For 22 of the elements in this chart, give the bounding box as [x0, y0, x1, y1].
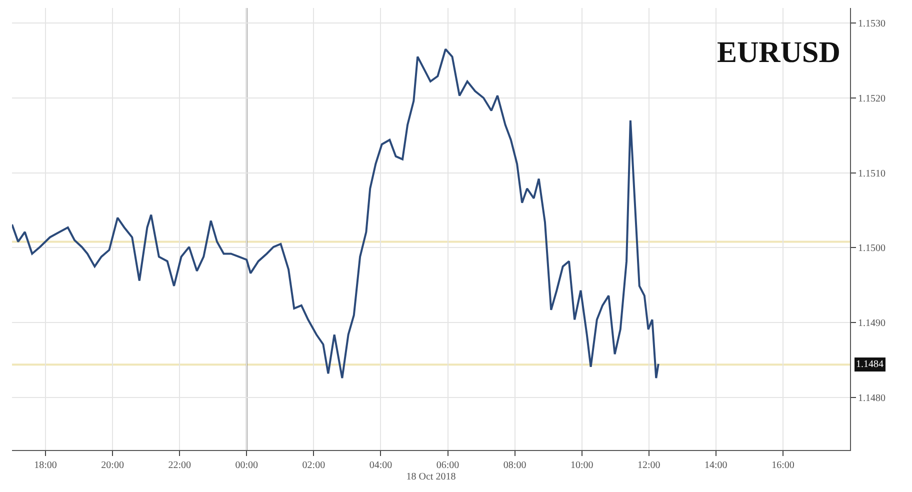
y-tick-label: 1.1530	[858, 18, 886, 30]
x-tick-label: 14:00	[704, 460, 728, 471]
x-tick-label: 08:00	[503, 460, 526, 471]
x-tick-label: 18:00	[34, 460, 57, 471]
line-series	[12, 48, 660, 380]
x-tick-label: 06:00	[436, 460, 460, 471]
y-tick-label: 1.1480	[858, 393, 886, 404]
x-tick-label: 10:00	[570, 460, 594, 471]
x-tick-label: 16:00	[772, 460, 794, 471]
text: EURUSD	[717, 36, 840, 69]
x-tick-label: 22:00	[168, 460, 191, 471]
x-tick-label: 20:00	[101, 460, 124, 471]
y-tick-label: 1.1520	[858, 93, 886, 104]
x-axis-title: 18 Oct 2018	[406, 472, 456, 482]
y-tick-label: 1.1510	[858, 168, 886, 180]
x-tick-label: 00:00	[235, 460, 258, 471]
x-tick-label: 04:00	[369, 460, 392, 471]
x-tick-label: 12:00	[637, 460, 660, 471]
y-tick-label: 1.1500	[858, 243, 886, 254]
y-tick-label: 1.1490	[858, 318, 886, 330]
ref-line-label: 1.1484	[856, 359, 884, 370]
x-tick-label: 02:00	[302, 460, 326, 471]
